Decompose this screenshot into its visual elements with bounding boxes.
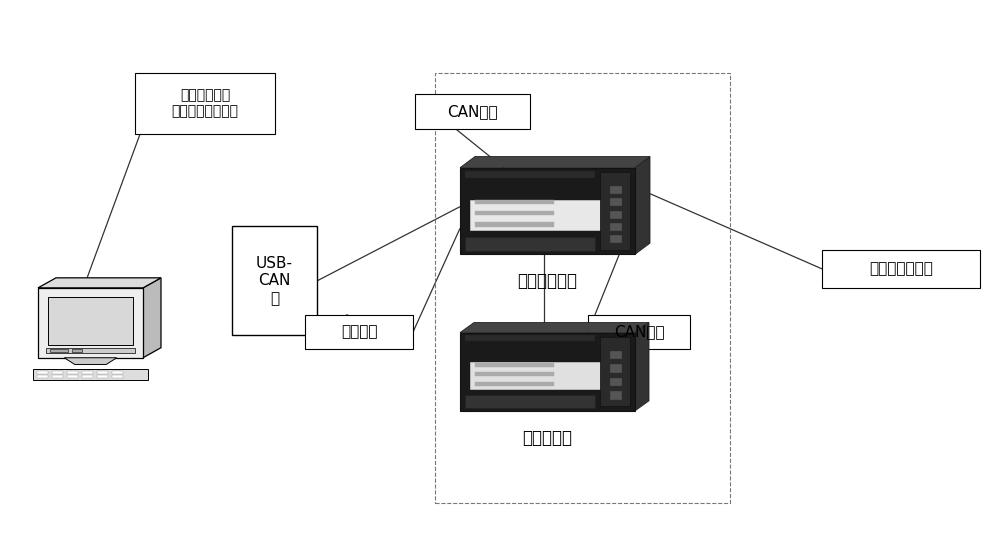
FancyBboxPatch shape <box>600 172 630 250</box>
FancyBboxPatch shape <box>610 235 622 243</box>
FancyBboxPatch shape <box>610 378 622 386</box>
FancyBboxPatch shape <box>470 362 600 389</box>
FancyBboxPatch shape <box>460 333 635 411</box>
Polygon shape <box>64 358 117 364</box>
FancyBboxPatch shape <box>97 371 108 374</box>
FancyBboxPatch shape <box>610 351 622 359</box>
FancyBboxPatch shape <box>305 315 413 349</box>
FancyBboxPatch shape <box>82 371 93 374</box>
FancyBboxPatch shape <box>465 395 595 408</box>
FancyBboxPatch shape <box>38 288 143 358</box>
FancyBboxPatch shape <box>610 198 622 206</box>
FancyBboxPatch shape <box>475 372 554 376</box>
FancyBboxPatch shape <box>33 369 148 380</box>
FancyBboxPatch shape <box>67 371 78 374</box>
Text: 车身控制器: 车身控制器 <box>522 429 572 447</box>
FancyBboxPatch shape <box>112 375 123 378</box>
FancyBboxPatch shape <box>112 371 123 374</box>
FancyBboxPatch shape <box>465 335 595 341</box>
FancyBboxPatch shape <box>588 315 690 349</box>
FancyBboxPatch shape <box>475 382 554 386</box>
FancyBboxPatch shape <box>465 171 595 178</box>
FancyBboxPatch shape <box>37 371 48 374</box>
FancyBboxPatch shape <box>52 375 63 378</box>
FancyBboxPatch shape <box>97 375 108 378</box>
FancyBboxPatch shape <box>460 168 635 254</box>
Text: CAN总线: CAN总线 <box>614 325 664 339</box>
Text: CAN总线: CAN总线 <box>447 104 498 119</box>
Text: USB-
CAN
卡: USB- CAN 卡 <box>256 256 293 306</box>
FancyBboxPatch shape <box>465 237 595 251</box>
Polygon shape <box>460 323 649 333</box>
Polygon shape <box>38 278 161 288</box>
FancyBboxPatch shape <box>475 211 554 215</box>
FancyBboxPatch shape <box>415 94 530 129</box>
FancyBboxPatch shape <box>610 364 622 373</box>
Text: 车载网络网关: 车载网络网关 <box>518 272 578 290</box>
FancyBboxPatch shape <box>475 222 554 226</box>
Polygon shape <box>460 157 650 168</box>
FancyBboxPatch shape <box>610 223 622 231</box>
FancyBboxPatch shape <box>52 371 63 374</box>
FancyBboxPatch shape <box>822 250 980 288</box>
Text: 诊断接口: 诊断接口 <box>341 325 377 339</box>
FancyBboxPatch shape <box>48 297 133 345</box>
Text: 运行配置软件
保存配置列表文件: 运行配置软件 保存配置列表文件 <box>172 88 239 119</box>
FancyBboxPatch shape <box>470 200 600 230</box>
Polygon shape <box>635 323 649 411</box>
Polygon shape <box>635 157 650 254</box>
Text: 车内部车载网络: 车内部车载网络 <box>869 262 933 276</box>
FancyBboxPatch shape <box>67 375 78 378</box>
FancyBboxPatch shape <box>610 391 622 400</box>
FancyBboxPatch shape <box>135 73 275 134</box>
FancyBboxPatch shape <box>50 349 68 352</box>
FancyBboxPatch shape <box>72 349 82 352</box>
FancyBboxPatch shape <box>600 337 630 406</box>
FancyBboxPatch shape <box>37 375 48 378</box>
FancyBboxPatch shape <box>475 200 554 204</box>
FancyBboxPatch shape <box>82 375 93 378</box>
FancyBboxPatch shape <box>475 363 554 367</box>
FancyBboxPatch shape <box>46 348 135 353</box>
FancyBboxPatch shape <box>610 211 622 219</box>
FancyBboxPatch shape <box>232 226 317 335</box>
FancyBboxPatch shape <box>610 186 622 194</box>
Polygon shape <box>143 278 161 358</box>
